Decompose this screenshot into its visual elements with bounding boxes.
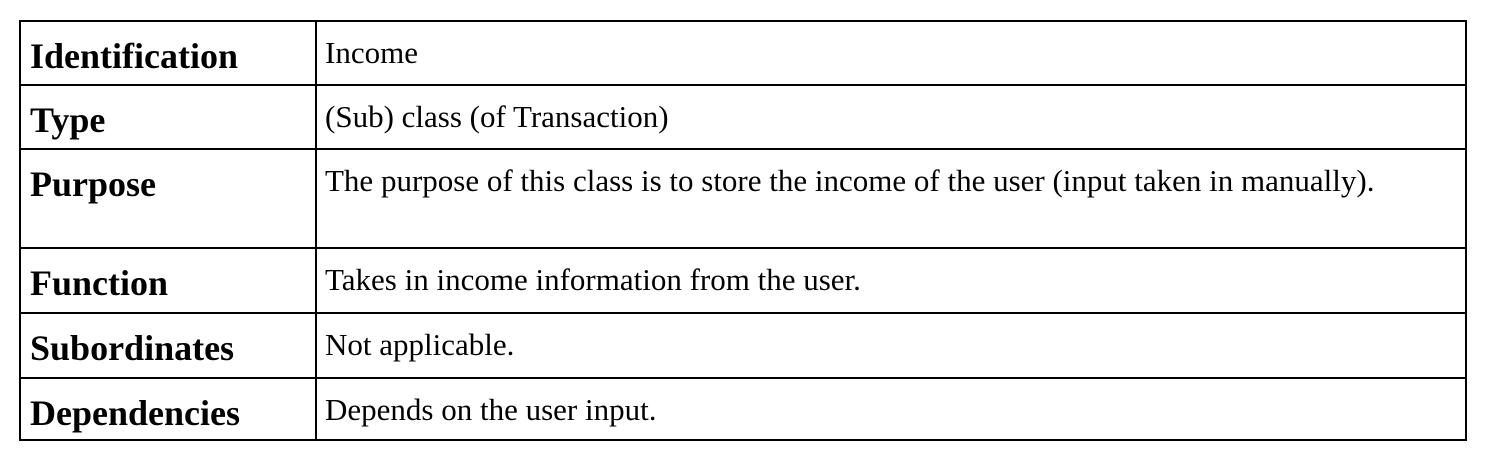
table-row-subordinates: Subordinates Not applicable. — [19, 312, 1467, 379]
row-label: Identification — [19, 20, 317, 86]
table-row-function: Function Takes in income information fro… — [19, 247, 1467, 314]
row-value: Depends on the user input. — [315, 377, 1467, 441]
row-label: Subordinates — [19, 312, 317, 379]
table-row-dependencies: Dependencies Depends on the user input. — [19, 377, 1467, 441]
table-row-identification: Identification Income — [19, 20, 1467, 86]
row-value: Income — [315, 20, 1467, 86]
row-label: Purpose — [19, 148, 317, 249]
row-value: The purpose of this class is to store th… — [315, 148, 1467, 249]
table-row-type: Type (Sub) class (of Transaction) — [19, 84, 1467, 150]
row-value: Takes in income information from the use… — [315, 247, 1467, 314]
row-label: Type — [19, 84, 317, 150]
row-label: Dependencies — [19, 377, 317, 441]
row-label: Function — [19, 247, 317, 314]
row-value: (Sub) class (of Transaction) — [315, 84, 1467, 150]
row-value: Not applicable. — [315, 312, 1467, 379]
table-row-purpose: Purpose The purpose of this class is to … — [19, 148, 1467, 249]
class-specification-table: Identification Income Type (Sub) class (… — [19, 20, 1467, 441]
